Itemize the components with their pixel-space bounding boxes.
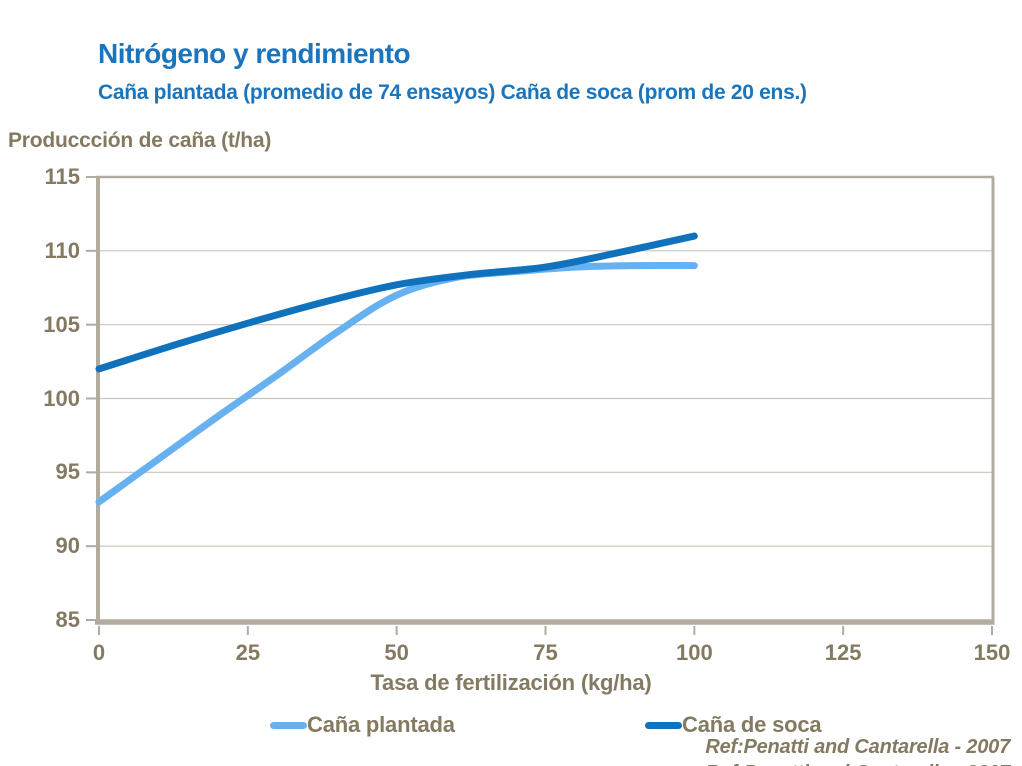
legend-item-plantada: Caña plantada <box>270 710 455 740</box>
reference-citation-clipped: Ref:Penatti and Cantarella - 2007 <box>705 762 1010 766</box>
y-tick-label: 100 <box>43 385 80 411</box>
chart-subtitle: Caña plantada (promedio de 74 ensayos) C… <box>98 81 807 104</box>
x-tick-label: 75 <box>533 640 558 665</box>
x-tick-label: 100 <box>675 640 713 665</box>
y-tick-label: 90 <box>55 533 80 559</box>
legend-line-swatch-soca <box>645 721 682 729</box>
y-tick-label: 105 <box>43 311 80 337</box>
series-line-0 <box>95 261 698 506</box>
legend-line-swatch-plantada <box>270 721 307 729</box>
y-tick-label: 110 <box>44 237 81 263</box>
reference-citation: Ref:Penatti and Cantarella - 2007 <box>705 736 1010 758</box>
legend-label-plantada: Caña plantada <box>307 712 455 737</box>
legend-label-soca: Caña de soca <box>682 712 822 737</box>
x-tick-label: 125 <box>824 640 862 665</box>
x-axis-title: Tasa de fertilización (kg/ha) <box>370 670 652 695</box>
legend-item-soca: Caña de soca <box>645 710 822 740</box>
x-tick-label: 25 <box>235 640 261 665</box>
y-tick-label: 85 <box>55 607 80 632</box>
series-line-1 <box>95 232 698 373</box>
x-tick-label: 150 <box>973 640 1011 665</box>
y-axis-title: Produccción de caña (t/ha) <box>8 129 272 152</box>
chart-title: Nitrógeno y rendimiento <box>98 38 411 69</box>
y-tick-label: 95 <box>55 459 80 485</box>
x-tick-label: 0 <box>92 640 106 665</box>
x-tick-label: 50 <box>384 640 409 665</box>
y-tick-label: 115 <box>44 164 81 189</box>
